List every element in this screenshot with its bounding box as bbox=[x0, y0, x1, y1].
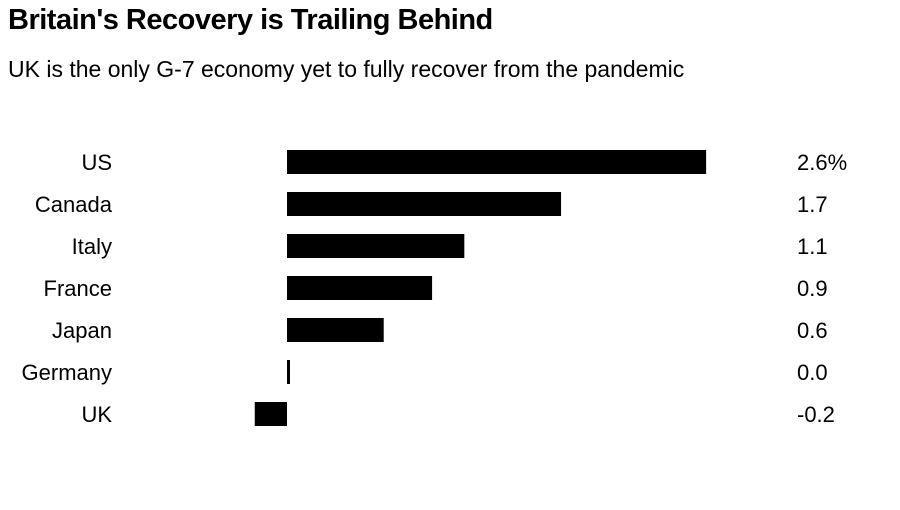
category-label: US bbox=[81, 150, 112, 175]
value-label: 0.6 bbox=[797, 318, 828, 343]
value-label: 0.9 bbox=[797, 276, 828, 301]
value-label: 1.1 bbox=[797, 234, 828, 259]
bar bbox=[287, 192, 562, 216]
value-label: 0.0 bbox=[797, 360, 828, 385]
value-label: 2.6% bbox=[797, 150, 847, 175]
bar bbox=[287, 318, 384, 342]
bar bbox=[287, 276, 433, 300]
bar bbox=[287, 360, 290, 384]
bar bbox=[254, 402, 287, 426]
category-label: Germany bbox=[22, 360, 112, 385]
value-label: 1.7 bbox=[797, 192, 828, 217]
bar bbox=[287, 234, 465, 258]
category-label: France bbox=[44, 276, 112, 301]
chart-subtitle: UK is the only G-7 economy yet to fully … bbox=[8, 56, 685, 82]
category-label: Japan bbox=[52, 318, 112, 343]
value-label: -0.2 bbox=[797, 402, 835, 427]
chart-title: Britain's Recovery is Trailing Behind bbox=[8, 4, 493, 36]
category-label: Italy bbox=[72, 234, 112, 259]
bar bbox=[287, 150, 707, 174]
category-label: Canada bbox=[35, 192, 113, 217]
category-label: UK bbox=[81, 402, 112, 427]
